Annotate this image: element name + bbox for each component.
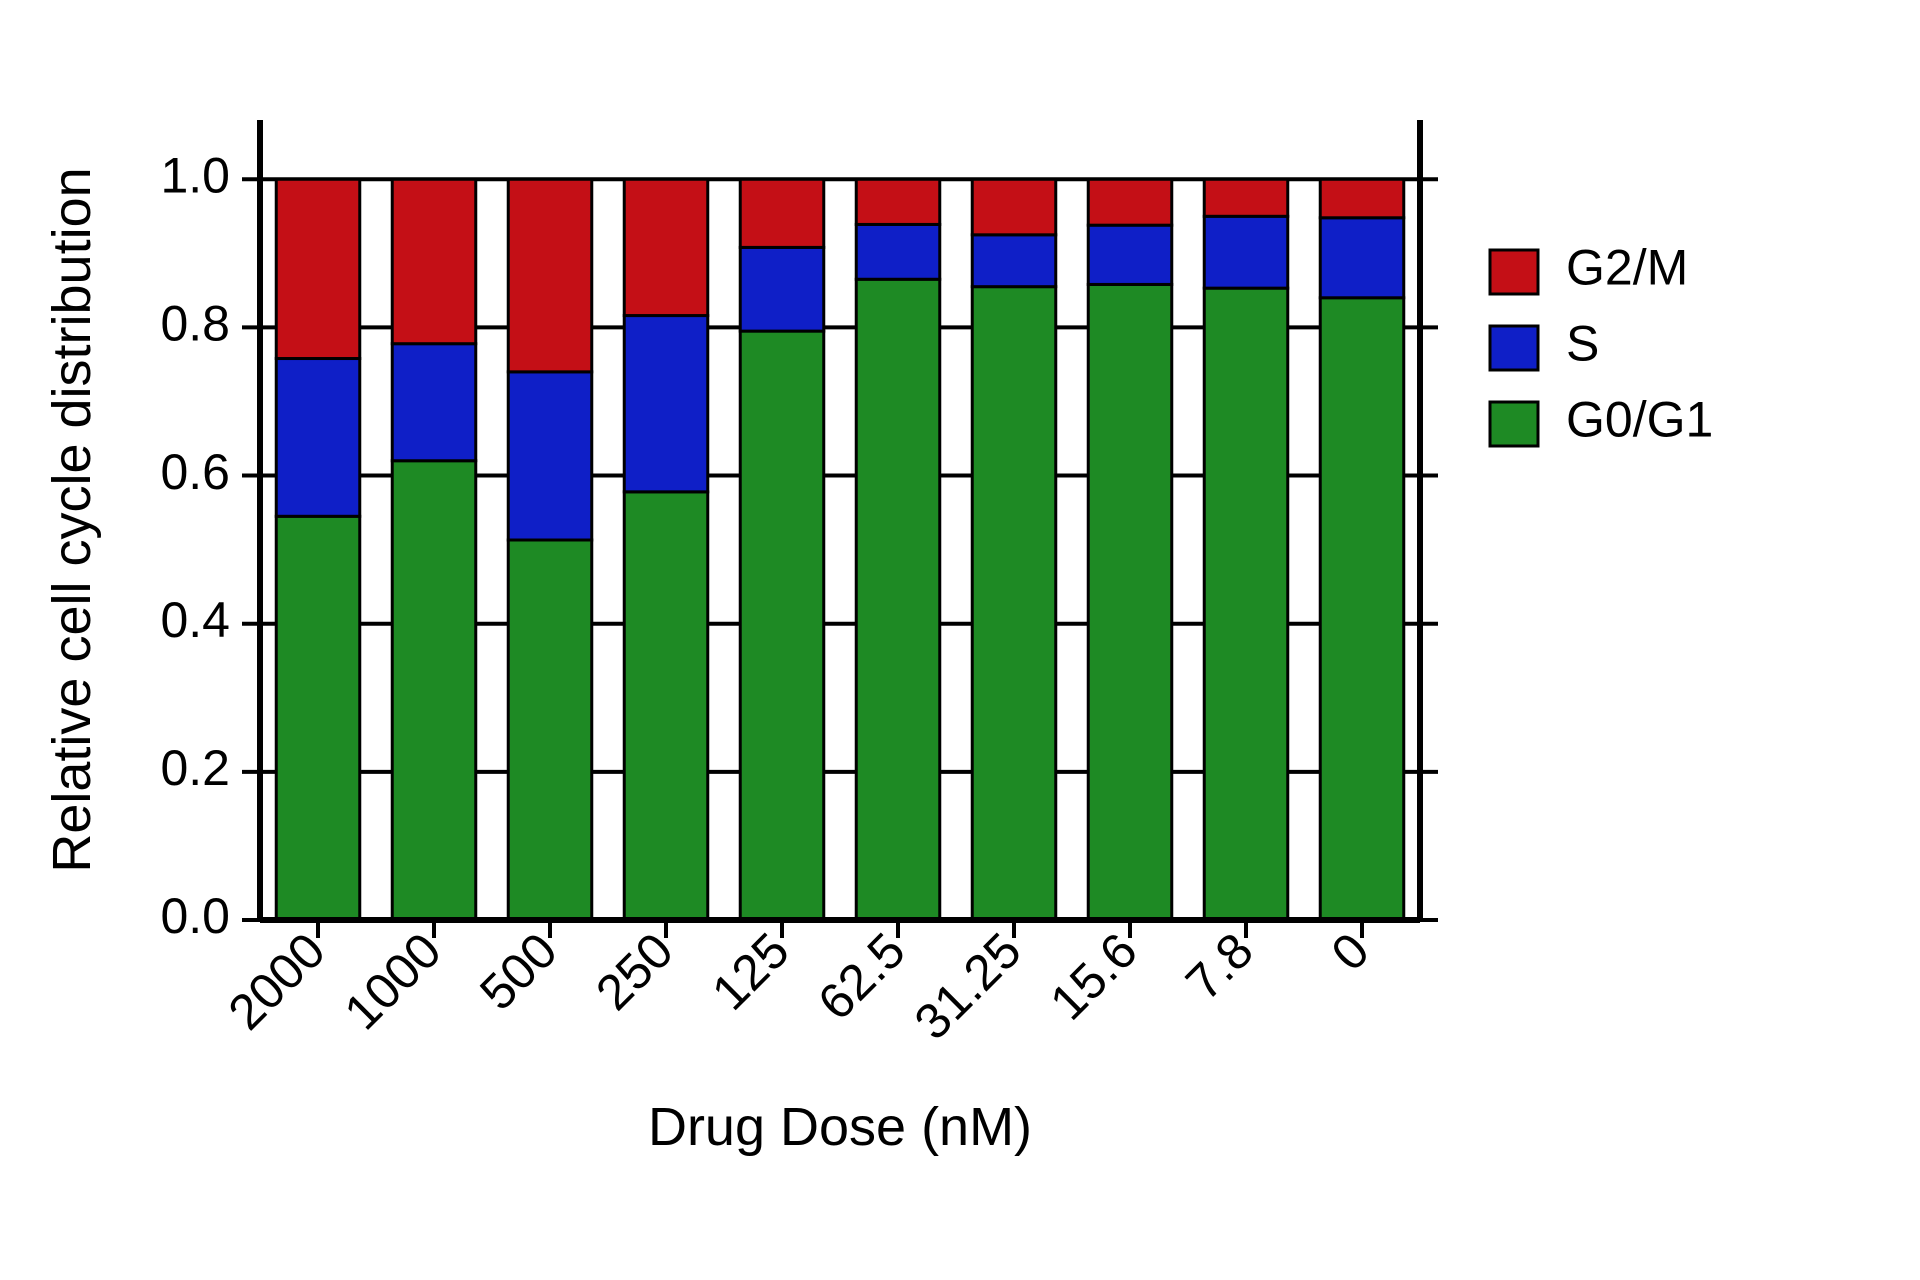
bar-segment (1320, 218, 1404, 298)
y-tick-label: 0.6 (160, 444, 230, 500)
bar-segment (972, 179, 1056, 235)
bar-segment (740, 331, 824, 920)
bar-segment (1204, 179, 1288, 216)
bar-segment (508, 540, 592, 920)
legend-label: S (1566, 315, 1599, 371)
bar-segment (856, 224, 940, 279)
bar-segment (624, 316, 708, 492)
bar-segment (1204, 288, 1288, 920)
bar-segment (1088, 225, 1172, 284)
cell-cycle-stacked-bar-chart: 0.00.20.40.60.81.02000100050025012562.53… (0, 0, 1920, 1280)
x-axis-label: Drug Dose (nM) (648, 1097, 1032, 1157)
legend-swatch (1490, 402, 1538, 446)
bar-segment (856, 279, 940, 920)
bar-segment (392, 344, 476, 461)
legend-label: G0/G1 (1566, 391, 1713, 447)
bar-segment (1320, 179, 1404, 218)
y-axis-label: Relative cell cycle distribution (42, 167, 102, 872)
bar-segment (1320, 298, 1404, 920)
y-tick-label: 1.0 (160, 147, 230, 203)
bar-segment (856, 179, 940, 224)
bar-segment (392, 461, 476, 920)
bar-segment (508, 372, 592, 540)
bar-segment (1088, 179, 1172, 225)
bar-segment (624, 492, 708, 920)
bar-segment (508, 179, 592, 372)
bar-segment (972, 235, 1056, 287)
bar-segment (1088, 284, 1172, 920)
y-tick-label: 0.4 (160, 592, 230, 648)
bar-segment (740, 179, 824, 247)
bar-segment (740, 247, 824, 331)
bar-segment (392, 179, 476, 343)
y-tick-label: 0.2 (160, 740, 230, 796)
legend-label: G2/M (1566, 239, 1688, 295)
y-tick-label: 0.0 (160, 888, 230, 944)
legend-swatch (1490, 250, 1538, 294)
bar-segment (276, 359, 360, 517)
bar-segment (276, 179, 360, 358)
bar-segment (624, 179, 708, 315)
bar-segment (1204, 216, 1288, 288)
y-tick-label: 0.8 (160, 296, 230, 352)
legend-swatch (1490, 326, 1538, 370)
bar-segment (972, 287, 1056, 920)
bar-segment (276, 516, 360, 920)
